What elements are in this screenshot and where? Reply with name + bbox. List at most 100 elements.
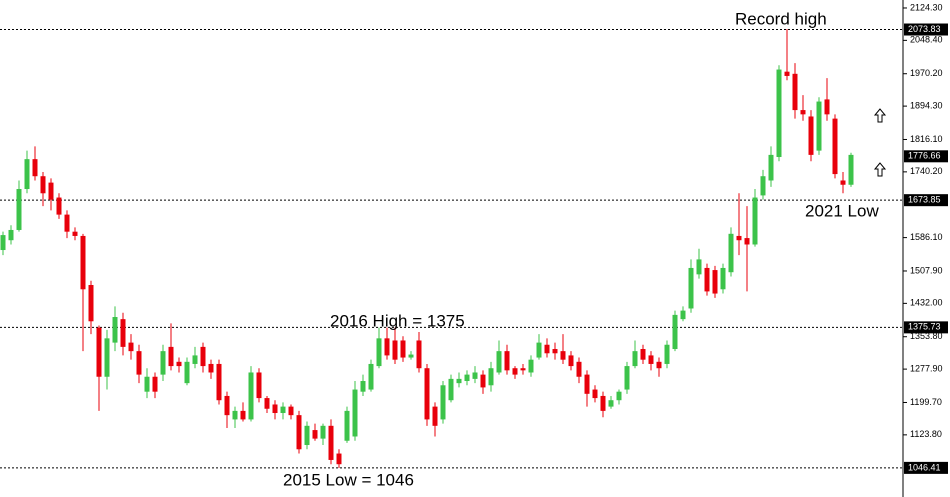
candle-body (336, 453, 342, 465)
candle-body (464, 374, 470, 382)
level-label: 1375.73 (908, 322, 941, 332)
candle-body (792, 73, 798, 111)
candle-body (776, 69, 782, 158)
candle-body (392, 340, 398, 360)
candle-body (40, 176, 46, 194)
candle-body (448, 378, 454, 401)
y-tick-label: 1432.00 (910, 298, 943, 308)
candle-body (8, 229, 14, 241)
candle-body (256, 372, 262, 399)
level-box (904, 321, 948, 334)
candle-body (728, 233, 734, 273)
candle-body (72, 231, 78, 236)
candle-body (664, 344, 670, 364)
candle-body (632, 351, 638, 367)
candle-body (24, 159, 30, 190)
level-box (904, 461, 948, 474)
candle-body (848, 154, 854, 185)
trend-arrow (873, 108, 887, 177)
candle-body (88, 285, 94, 322)
y-tick-label: 1123.80 (910, 429, 942, 439)
candle-body (504, 351, 510, 371)
candle-body (224, 395, 230, 416)
y-tick-label: 1199.70 (910, 397, 942, 407)
candle-body (128, 342, 134, 352)
candle-body (160, 351, 166, 375)
candle-body (456, 378, 462, 384)
candle-body (696, 259, 702, 275)
candle-body (712, 270, 718, 294)
candle-body (32, 159, 38, 177)
candle-body (320, 425, 326, 439)
candle-body (328, 425, 334, 460)
candle-body (208, 363, 214, 373)
candle-body (16, 189, 22, 230)
annotation: 2015 Low = 1046 (283, 470, 414, 489)
current-price-label: 1776.66 (908, 151, 941, 161)
candle-body (536, 342, 542, 358)
candle-body (0, 235, 6, 251)
candle-body (784, 71, 790, 76)
level-label: 1673.85 (908, 195, 941, 205)
level-label: 1046.41 (908, 462, 941, 472)
candle-body (480, 374, 486, 388)
candle-body (432, 406, 438, 426)
candle-body (672, 314, 678, 350)
candle-body (816, 101, 822, 151)
y-tick-label: 1586.10 (910, 232, 943, 242)
candle-body (408, 354, 414, 358)
candle-body (760, 176, 766, 196)
candle-body (752, 197, 758, 245)
candle-body (824, 99, 830, 115)
candle-body (496, 351, 502, 373)
candle-body (648, 355, 654, 364)
current-price-box (904, 150, 948, 163)
candle-body (608, 400, 614, 407)
candle-body (176, 361, 182, 367)
y-tick-label: 1507.90 (910, 265, 943, 275)
candle-body (704, 267, 710, 292)
candle-body (104, 338, 110, 377)
candle-body (472, 372, 478, 379)
candle-body (552, 349, 558, 354)
candle-body (240, 410, 246, 420)
candle-body (512, 368, 518, 375)
candle-body (216, 363, 222, 401)
candle-body (312, 430, 318, 439)
y-tick-label: 1740.20 (910, 166, 943, 176)
candle-body (200, 346, 206, 367)
candle-body (96, 327, 102, 377)
candle-body (560, 351, 566, 360)
candle-body (144, 376, 150, 392)
candle-body (288, 406, 294, 416)
candle-body (48, 182, 54, 200)
candle-body (600, 395, 606, 411)
candle-body (808, 116, 814, 155)
y-tick-label: 1353.80 (910, 331, 943, 341)
candle-body (232, 410, 238, 420)
candle-body (720, 267, 726, 290)
y-tick-label: 1816.10 (910, 134, 943, 144)
candle-body (624, 366, 630, 390)
candle-body (440, 385, 446, 420)
candle-body (528, 359, 534, 373)
candle-body (576, 361, 582, 377)
level-box (904, 23, 948, 36)
y-tick-label: 2048.40 (910, 35, 943, 45)
candle-body (304, 425, 310, 446)
level-box (904, 194, 948, 207)
candle-body (832, 118, 838, 175)
candle-body (520, 368, 526, 371)
candle-body (768, 154, 774, 181)
candle-body (840, 180, 846, 185)
y-tick-label: 1970.20 (910, 68, 943, 78)
candle-body (136, 351, 142, 375)
candle-body (248, 372, 254, 420)
candle-body (400, 340, 406, 358)
candle-body (680, 310, 686, 320)
candle-body (592, 389, 598, 399)
candle-body (688, 267, 694, 309)
candle-body (368, 363, 374, 390)
candle-body (112, 317, 118, 343)
y-tick-label: 2124.30 (910, 2, 943, 12)
